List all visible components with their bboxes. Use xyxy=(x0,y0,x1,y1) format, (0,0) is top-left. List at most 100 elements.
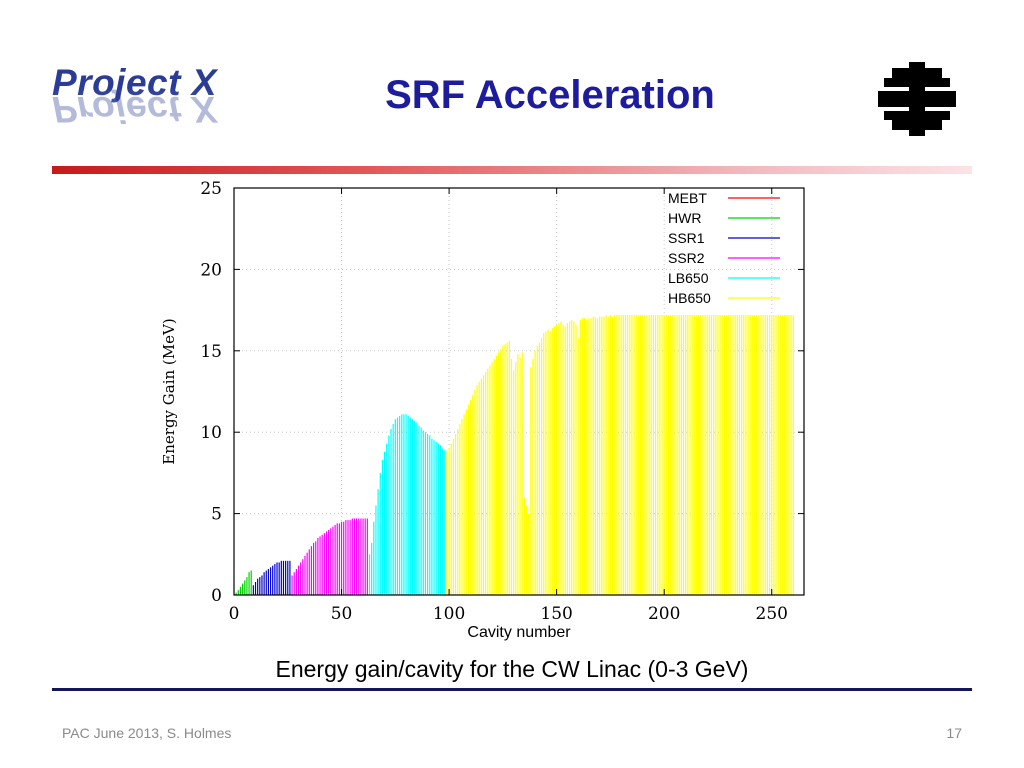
bar-hb650 xyxy=(601,316,603,595)
bar-hwr xyxy=(237,590,239,595)
bar-lb650 xyxy=(371,542,373,595)
bar-hb650 xyxy=(611,316,614,595)
footer-divider xyxy=(52,688,972,691)
bar-hb650 xyxy=(689,314,691,595)
bar-ssr2 xyxy=(338,523,340,595)
legend-label-mebt: MEBT xyxy=(668,190,707,206)
bar-hb650 xyxy=(616,314,618,595)
bar-ssr2 xyxy=(343,521,345,595)
bar-hb650 xyxy=(756,314,758,595)
y-tick-label: 5 xyxy=(211,505,222,525)
bar-hb650 xyxy=(786,314,788,595)
bar-ssr2 xyxy=(360,518,362,595)
bar-hb650 xyxy=(676,314,678,595)
bar-hb650 xyxy=(682,314,685,595)
bar-hb650 xyxy=(633,314,635,595)
bar-hb650 xyxy=(603,316,605,595)
bar-hb650 xyxy=(536,345,538,595)
bar-hb650 xyxy=(575,324,577,595)
bar-hb650 xyxy=(713,314,715,595)
bar-hb650 xyxy=(766,314,769,595)
bar-ssr1 xyxy=(261,575,263,595)
bar-hb650 xyxy=(680,314,682,595)
bar-hb650 xyxy=(532,358,534,595)
bar-hb650 xyxy=(627,314,629,595)
bar-hwr xyxy=(246,577,248,595)
bar-ssr1 xyxy=(278,562,280,595)
legend-label-hb650: HB650 xyxy=(668,290,711,306)
bar-lb650 xyxy=(403,414,405,595)
bar-hb650 xyxy=(517,354,519,595)
bar-lb650 xyxy=(407,415,409,595)
bar-hb650 xyxy=(545,331,547,595)
slide-title: SRF Acceleration xyxy=(385,73,715,117)
bar-hb650 xyxy=(743,314,745,595)
bar-ssr2 xyxy=(332,526,334,595)
bar-hb650 xyxy=(730,314,732,595)
bar-hb650 xyxy=(592,316,594,595)
bar-hb650 xyxy=(704,314,706,595)
bar-hb650 xyxy=(665,314,667,595)
bar-hb650 xyxy=(560,321,562,595)
bar-lb650 xyxy=(377,489,379,595)
bar-hb650 xyxy=(556,324,558,595)
bar-ssr2 xyxy=(312,542,315,595)
bar-ssr2 xyxy=(321,534,323,595)
bar-ssr2 xyxy=(306,552,308,595)
bar-ssr1 xyxy=(259,577,261,595)
bar-hwr xyxy=(244,580,246,595)
bar-hwr xyxy=(248,572,250,595)
bar-ssr1 xyxy=(276,562,278,595)
bar-lb650 xyxy=(409,417,411,595)
bar-hb650 xyxy=(659,314,661,595)
bar-hb650 xyxy=(579,319,581,595)
bar-ssr2 xyxy=(334,524,336,595)
bar-ssr2 xyxy=(349,520,351,595)
bar-hb650 xyxy=(622,314,624,595)
bar-hb650 xyxy=(599,316,601,595)
bar-hb650 xyxy=(495,355,498,595)
bar-hb650 xyxy=(478,381,480,595)
legend-label-hwr: HWR xyxy=(668,210,701,226)
bar-hb650 xyxy=(784,314,786,595)
bar-ssr2 xyxy=(297,565,300,595)
bar-hb650 xyxy=(513,370,515,595)
bar-hb650 xyxy=(741,314,743,595)
x-tick-label: 200 xyxy=(648,604,680,624)
bar-hb650 xyxy=(629,314,631,595)
legend-label-ssr2: SSR2 xyxy=(668,250,705,266)
bar-hb650 xyxy=(652,314,655,595)
bar-hb650 xyxy=(637,314,639,595)
bar-lb650 xyxy=(429,435,431,595)
bar-ssr2 xyxy=(304,555,306,595)
bar-ssr2 xyxy=(328,529,330,595)
bar-lb650 xyxy=(416,422,418,595)
y-tick-label: 20 xyxy=(200,260,222,280)
bar-hb650 xyxy=(728,314,730,595)
bar-lb650 xyxy=(392,424,394,595)
bar-hb650 xyxy=(502,345,504,595)
bar-hb650 xyxy=(749,314,751,595)
bar-lb650 xyxy=(424,432,427,595)
bar-hb650 xyxy=(753,314,756,595)
bar-hb650 xyxy=(553,326,556,595)
bar-lb650 xyxy=(420,427,422,595)
bar-hb650 xyxy=(693,314,695,595)
bar-hb650 xyxy=(723,314,726,595)
bar-ssr2 xyxy=(362,518,364,595)
bar-hb650 xyxy=(639,314,642,595)
bar-hb650 xyxy=(482,375,485,595)
bar-hb650 xyxy=(504,344,506,595)
bar-hb650 xyxy=(549,331,551,595)
bar-hb650 xyxy=(506,342,508,595)
bar-lb650 xyxy=(426,433,429,595)
bar-lb650 xyxy=(381,459,384,595)
bar-hb650 xyxy=(764,314,766,595)
bar-hb650 xyxy=(751,314,753,595)
bar-hb650 xyxy=(461,419,463,595)
bar-hb650 xyxy=(654,314,657,595)
bar-hb650 xyxy=(715,314,717,595)
bar-hb650 xyxy=(719,314,721,595)
bar-hb650 xyxy=(588,318,590,595)
